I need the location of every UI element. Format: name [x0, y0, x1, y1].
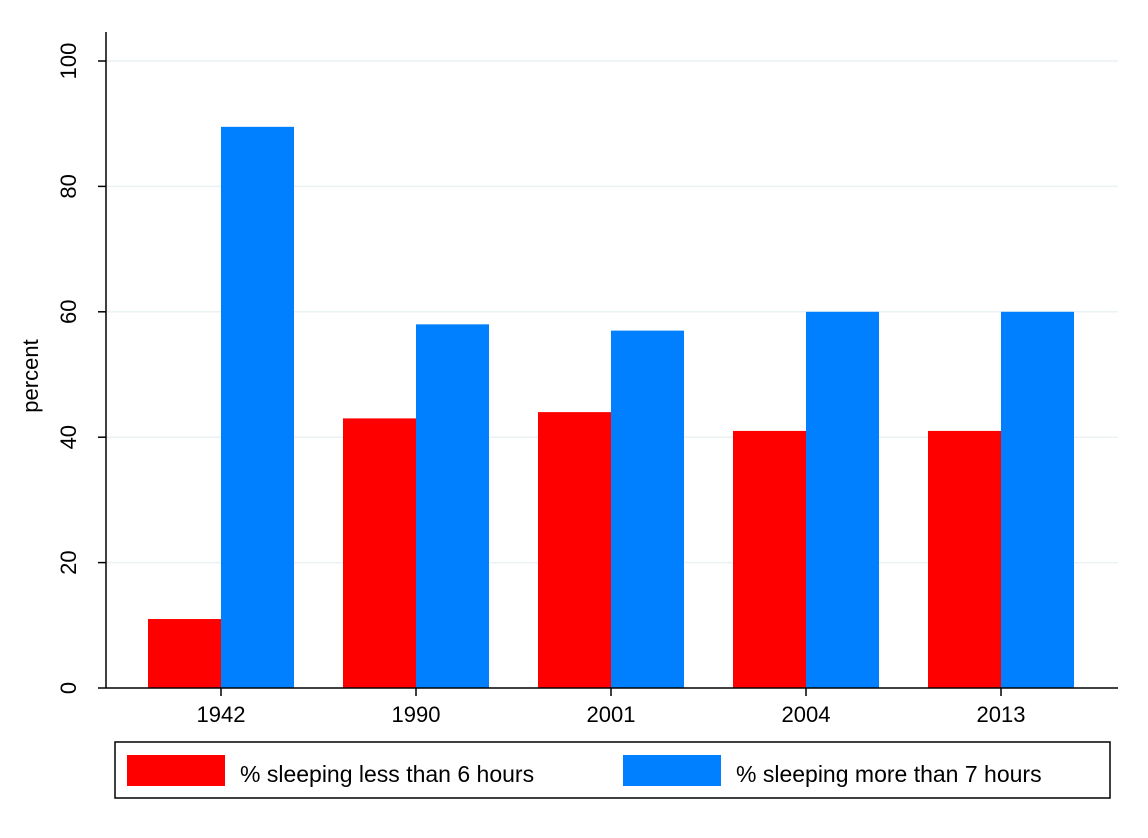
- axes: [105, 32, 1118, 689]
- bar-more-than-7-2013: [1001, 311, 1074, 688]
- bars: [148, 126, 1074, 688]
- legend-swatch-less-than-6: [127, 755, 225, 786]
- bar-less-than-6-2001: [538, 412, 611, 688]
- y-tick-label: 80: [56, 174, 81, 198]
- bar-more-than-7-2004: [806, 311, 879, 688]
- x-tick-label: 2004: [782, 702, 831, 727]
- x-tick-label: 1942: [197, 702, 246, 727]
- tick-labels: 0 20 40 60 80 100 1942 1990 2001 2004 2013: [56, 43, 1025, 727]
- bar-more-than-7-2001: [611, 330, 684, 688]
- legend-label-less-than-6: % sleeping less than 6 hours: [240, 761, 534, 787]
- x-tick-label: 2013: [977, 702, 1026, 727]
- y-tick-label: 100: [56, 43, 81, 80]
- legend-swatch-more-than-7: [623, 755, 721, 786]
- y-tick-label: 20: [56, 550, 81, 574]
- bar-more-than-7-1942: [221, 126, 294, 688]
- y-tick-label: 60: [56, 300, 81, 324]
- y-axis-label: percent: [18, 339, 43, 412]
- bar-less-than-6-2013: [928, 430, 1001, 688]
- y-tick-label: 0: [56, 682, 81, 694]
- bar-less-than-6-2004: [733, 430, 806, 688]
- legend-label-more-than-7: % sleeping more than 7 hours: [736, 761, 1042, 787]
- legend: % sleeping less than 6 hours % sleeping …: [114, 741, 1111, 799]
- y-tick-label: 40: [56, 425, 81, 449]
- bar-less-than-6-1942: [148, 619, 221, 688]
- bar-less-than-6-1990: [343, 418, 416, 688]
- legend-box: [114, 741, 1111, 799]
- x-tick-label: 1990: [392, 702, 441, 727]
- x-tick-label: 2001: [587, 702, 636, 727]
- bar-more-than-7-1990: [416, 324, 489, 688]
